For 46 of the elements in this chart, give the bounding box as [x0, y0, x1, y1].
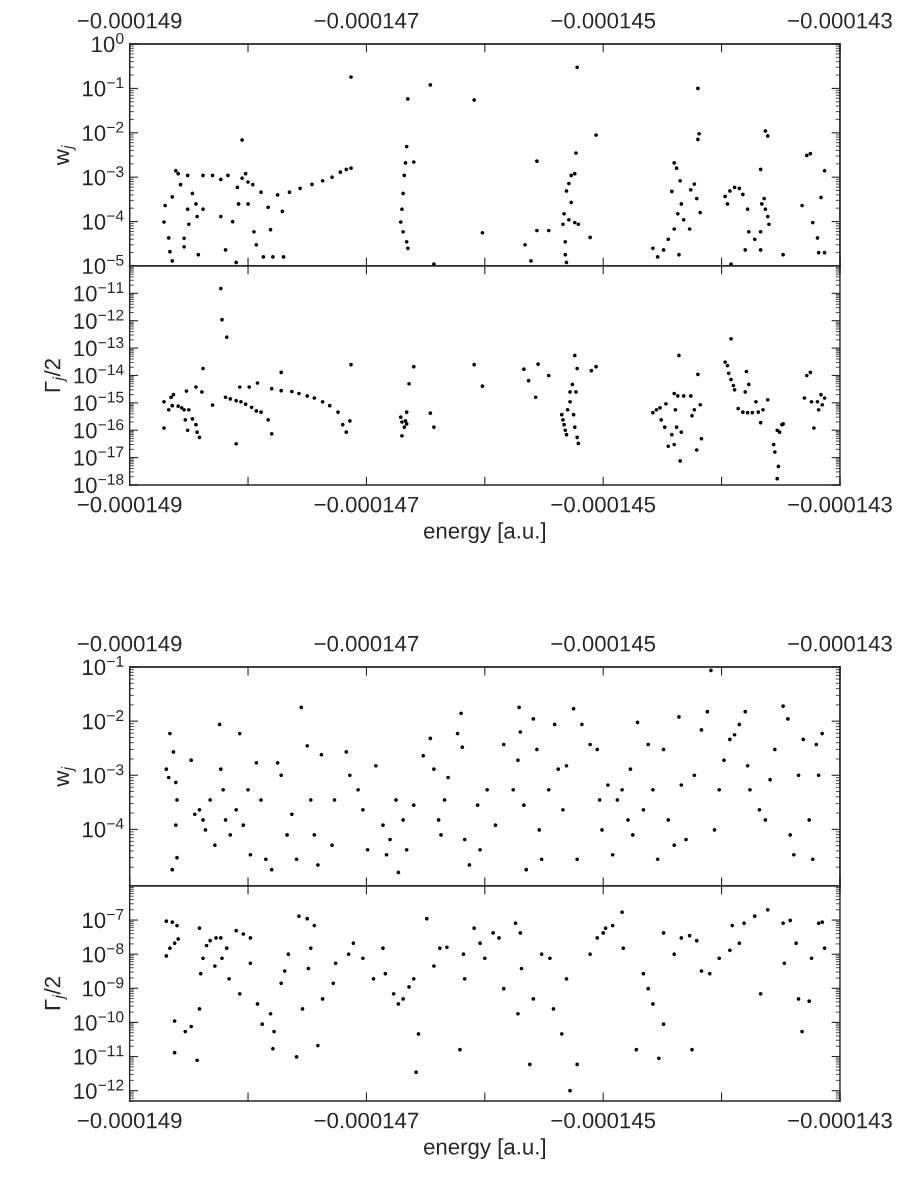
x-tick-label: −0.000145	[551, 1112, 656, 1129]
y-tick-label: 10$^{−12}$	[74, 309, 124, 329]
y-tick-label: 10$^{−2}$	[83, 121, 124, 142]
y-tick-label: 10$^{−15}$	[74, 391, 124, 411]
y-tick-label: 10$^{−14}$	[74, 364, 124, 384]
y-tick-label: 10$^{−1}$	[83, 655, 124, 676]
y-axis-title: w$_{j}$	[57, 766, 76, 787]
x2-tick-label: −0.000147	[314, 12, 419, 29]
y-tick-label: 10$^{−12}$	[74, 1079, 124, 1099]
x2-tick-label: −0.000145	[551, 635, 656, 652]
x-tick-label: −0.000143	[788, 1112, 892, 1129]
x2-tick-label: −0.000143	[788, 635, 892, 652]
y-tick-label: 10$^{−3}$	[83, 166, 124, 186]
x-tick-label: −0.000143	[788, 496, 892, 513]
y-tick-label: 10$^{−16}$	[74, 419, 124, 439]
y-tick-label: 10$^{−10}$	[74, 1011, 124, 1031]
x-tick-label: −0.000149	[77, 1112, 182, 1129]
x-tick-label: −0.000145	[551, 496, 656, 513]
y-tick-label: 10$^{−2}$	[83, 710, 124, 730]
x2-tick-label: −0.000147	[314, 635, 419, 652]
x-axis-title: energy [a.u.]	[423, 1138, 545, 1160]
y-tick-label: 10$^{−17}$	[74, 446, 124, 466]
y-tick-label: 10$^{−13}$	[74, 337, 124, 357]
y-tick-label: 10$^{−7}$	[83, 909, 124, 929]
y-axis-title: Γ$_{j}$/2	[44, 977, 67, 1010]
y-tick-label: 10$^{−18}$	[74, 473, 124, 494]
y-tick-label: 10$^{−4}$	[83, 210, 124, 230]
y-tick-label: 10$^{−3}$	[83, 764, 124, 784]
y-tick-label: 10$^{−11}$	[74, 282, 124, 302]
x2-tick-label: −0.000143	[788, 12, 892, 29]
y-tick-label: 10$^{−5}$	[83, 254, 124, 275]
y-axis-title: w$_{j}$	[57, 145, 76, 166]
y-tick-label: 10$^{−9}$	[83, 977, 124, 997]
y-tick-label: 10$^{−1}$	[83, 77, 124, 97]
y-tick-label: 10$^{0}$	[92, 32, 124, 53]
x-tick-label: −0.000147	[314, 496, 419, 513]
x2-tick-label: −0.000149	[77, 12, 182, 29]
y-tick-label: 10$^{−11}$	[74, 1045, 124, 1065]
x-tick-label: −0.000149	[77, 496, 182, 513]
y-tick-label: 10$^{−4}$	[83, 818, 124, 838]
x2-tick-label: −0.000145	[551, 12, 656, 29]
x-tick-label: −0.000147	[314, 1112, 419, 1129]
x2-tick-label: −0.000149	[77, 635, 182, 652]
y-axis-title: Γ$_{j}$/2	[44, 359, 67, 392]
x-axis-title: energy [a.u.]	[423, 522, 545, 544]
y-tick-label: 10$^{−8}$	[83, 943, 124, 963]
